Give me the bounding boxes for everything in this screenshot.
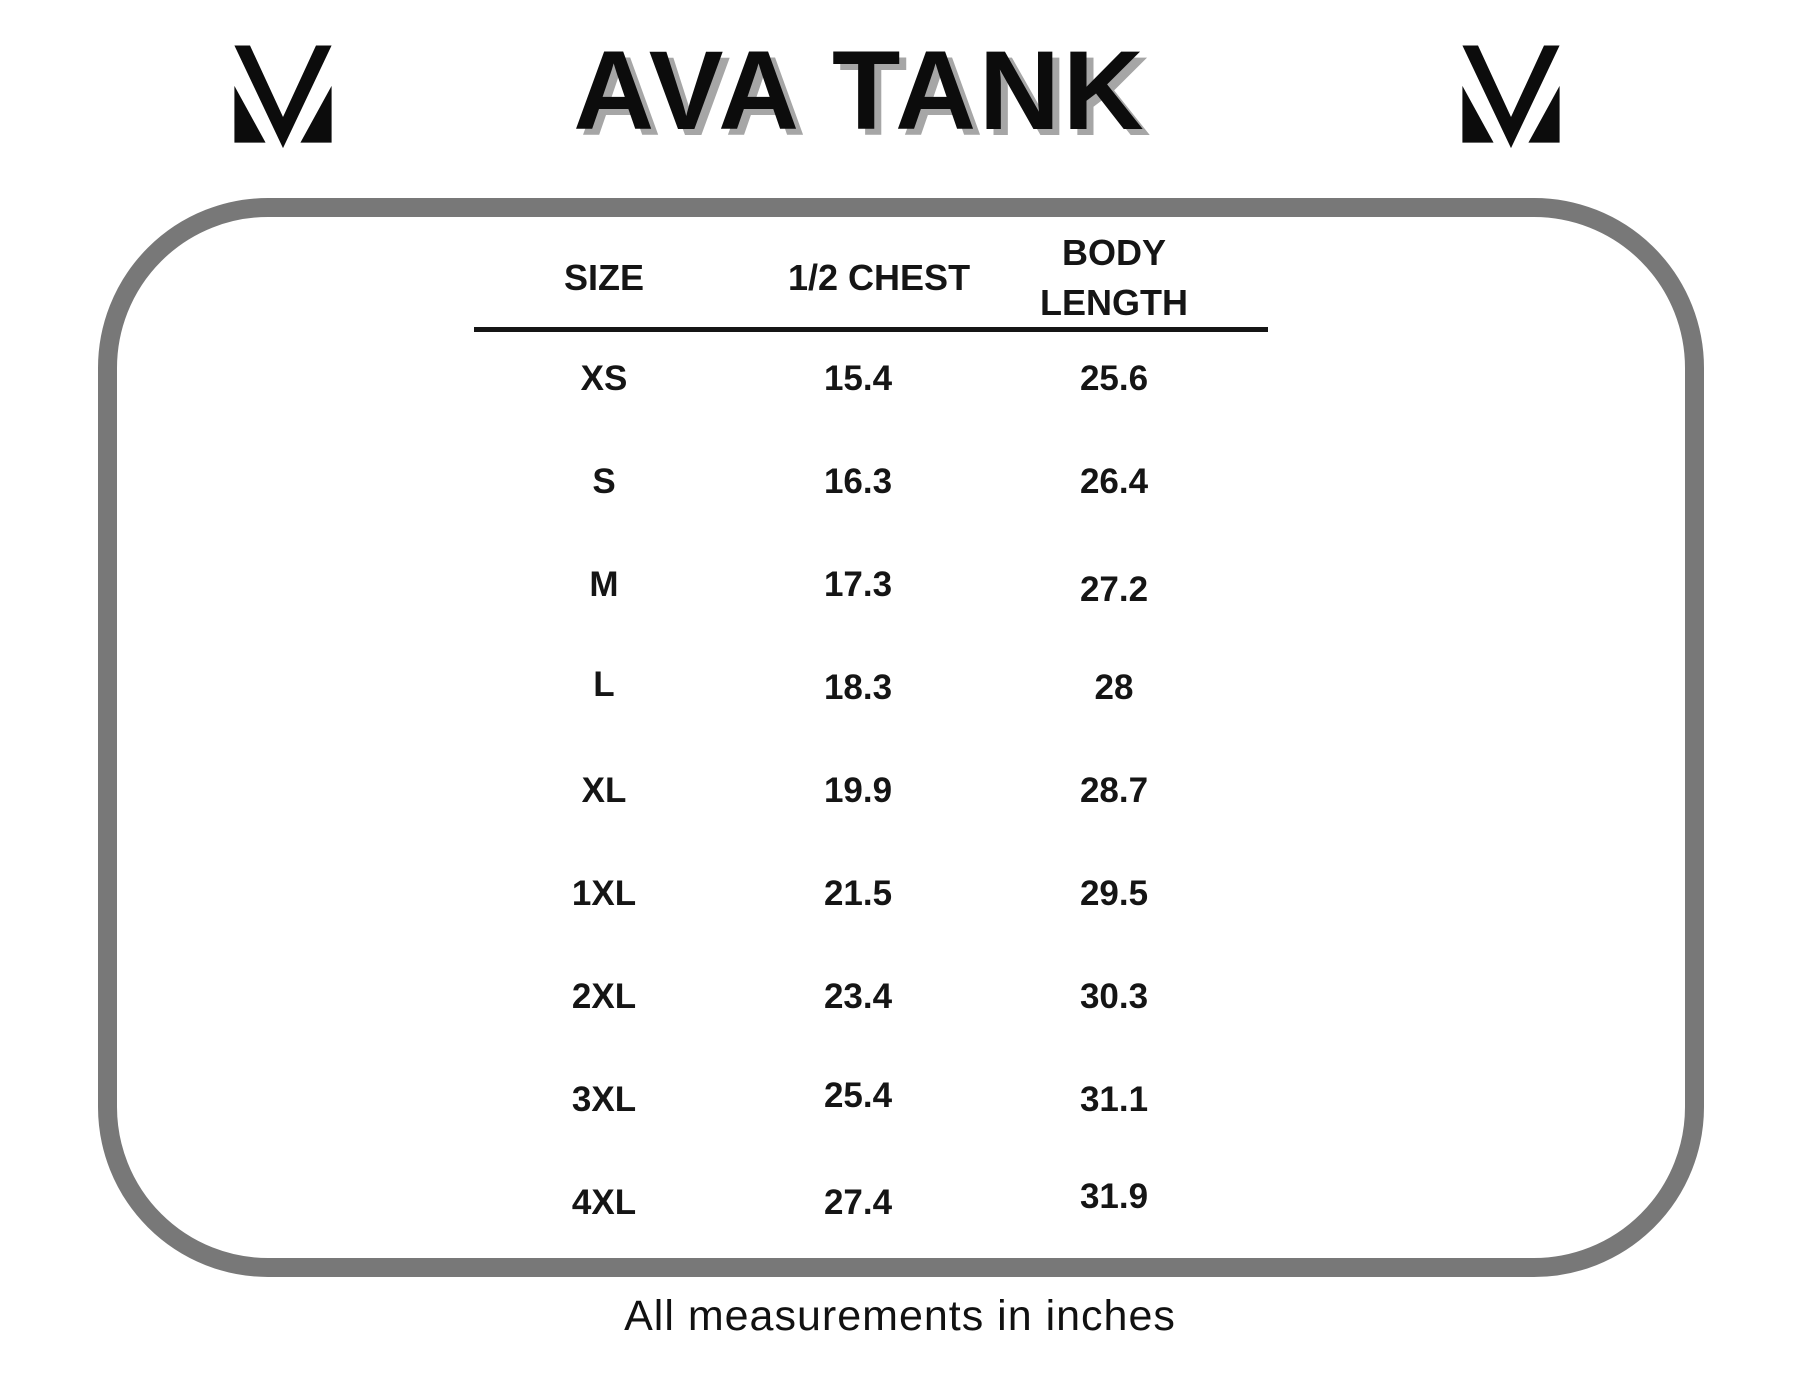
size-table: XS 15.4 25.6 S 16.3 26.4 M 17.3 27.2 L 1… bbox=[420, 327, 1300, 1254]
table-header-row: SIZE 1/2 CHEST BODY LENGTH bbox=[420, 222, 1300, 334]
size-cell: 3XL bbox=[571, 1079, 637, 1119]
table-row: S 16.3 26.4 bbox=[420, 430, 1300, 533]
body-length-cell: 31.9 bbox=[1079, 1176, 1149, 1216]
page-title: AVA TANK bbox=[573, 28, 1147, 153]
size-cell: 1XL bbox=[571, 873, 637, 913]
half-chest-cell: 18.3 bbox=[823, 667, 893, 707]
body-length-cell: 29.5 bbox=[1079, 873, 1149, 913]
body-length-cell: 27.2 bbox=[1079, 569, 1149, 609]
half-chest-cell: 21.5 bbox=[823, 873, 893, 913]
chart-frame bbox=[98, 198, 1704, 1277]
half-chest-cell: 16.3 bbox=[823, 461, 893, 501]
table-row: XL 19.9 28.7 bbox=[420, 739, 1300, 842]
half-chest-cell: 15.4 bbox=[823, 358, 893, 398]
column-header-body-length: BODY LENGTH bbox=[928, 228, 1300, 328]
size-cell: 4XL bbox=[571, 1182, 637, 1222]
mv-monogram-logo-icon bbox=[1444, 40, 1578, 150]
measurements-note: All measurements in inches bbox=[624, 1292, 1176, 1340]
body-length-cell: 31.1 bbox=[1079, 1079, 1149, 1119]
table-row: 3XL 25.4 31.1 bbox=[420, 1048, 1300, 1151]
size-cell: M bbox=[589, 564, 619, 604]
table-row: M 17.3 27.2 bbox=[420, 533, 1300, 636]
table-row: XS 15.4 25.6 bbox=[420, 327, 1300, 430]
body-length-cell: 26.4 bbox=[1079, 461, 1149, 501]
body-length-cell: 25.6 bbox=[1079, 358, 1149, 398]
column-header-size: SIZE bbox=[563, 257, 644, 298]
half-chest-cell: 17.3 bbox=[823, 564, 893, 604]
half-chest-cell: 19.9 bbox=[823, 770, 893, 810]
table-row: 1XL 21.5 29.5 bbox=[420, 842, 1300, 945]
header-underline bbox=[474, 327, 1268, 332]
table-row: 4XL 27.4 31.9 bbox=[420, 1151, 1300, 1254]
half-chest-cell: 27.4 bbox=[823, 1182, 893, 1222]
size-cell: XL bbox=[581, 770, 627, 810]
mv-monogram-logo-icon bbox=[216, 40, 350, 150]
size-cell: XS bbox=[580, 358, 628, 398]
body-length-cell: 28 bbox=[1094, 667, 1134, 707]
half-chest-cell: 25.4 bbox=[823, 1075, 893, 1115]
column-header-body-length-text: BODY LENGTH bbox=[1040, 232, 1188, 323]
half-chest-cell: 23.4 bbox=[823, 976, 893, 1016]
table-row: L 18.3 28 bbox=[420, 636, 1300, 739]
size-cell: L bbox=[593, 664, 615, 704]
body-length-cell: 28.7 bbox=[1079, 770, 1149, 810]
body-length-cell: 30.3 bbox=[1079, 976, 1149, 1016]
size-cell: 2XL bbox=[571, 976, 637, 1016]
column-header-half-chest: 1/2 CHEST bbox=[788, 257, 971, 298]
size-cell: S bbox=[592, 461, 616, 501]
table-row: 2XL 23.4 30.3 bbox=[420, 945, 1300, 1048]
